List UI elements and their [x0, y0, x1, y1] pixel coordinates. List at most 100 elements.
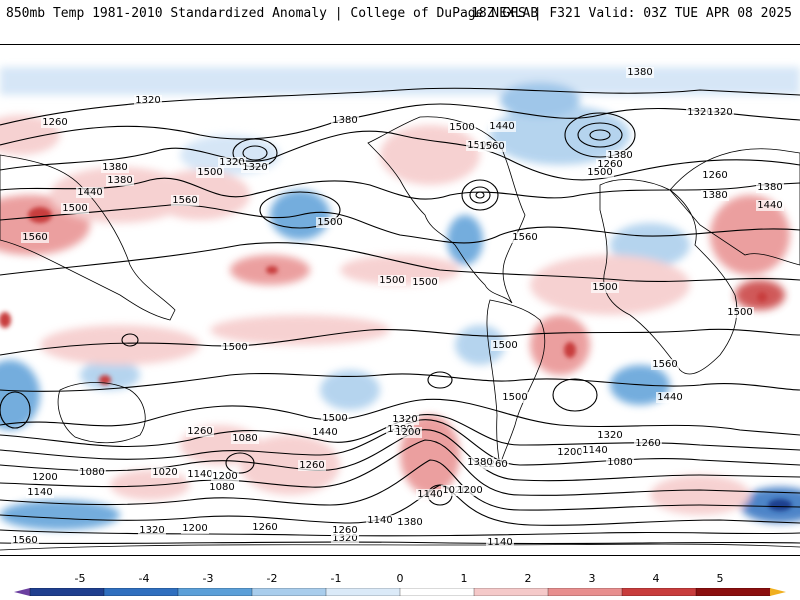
- contour-label-bg: [411, 277, 439, 288]
- colorbar-segment: [621, 588, 697, 596]
- contour-label: 1380: [397, 517, 422, 528]
- contour-label: 1080: [232, 433, 257, 444]
- contour-label: 1080: [209, 482, 234, 493]
- contour-label-bg: [316, 217, 344, 228]
- contour-label-bg: [651, 359, 679, 370]
- contour-label: 1200: [212, 471, 237, 482]
- contour-label-bg: [448, 122, 476, 133]
- contour-label: 1500: [222, 342, 247, 353]
- contour-label: 1260: [597, 159, 622, 170]
- anomaly-hotspots: [0, 207, 792, 511]
- contour-label-bg: [491, 340, 519, 351]
- contour-label: 1380: [467, 457, 492, 468]
- contour-label-bg: [501, 392, 529, 403]
- contour-label: 1140: [367, 515, 392, 526]
- contour-label: 1020: [442, 485, 467, 496]
- contour-label-bg: [396, 517, 424, 528]
- contour-label-bg: [478, 141, 506, 152]
- contour-label-bg: [581, 445, 609, 456]
- contour-label-bg: [701, 190, 729, 201]
- height-contours: [0, 87, 800, 545]
- contour-label-bg: [634, 438, 662, 449]
- contour-label: 1140: [417, 489, 442, 500]
- contour-label: 1500: [62, 203, 87, 214]
- contour-label-bg: [106, 175, 134, 186]
- colorbar-segment: [103, 588, 179, 596]
- contour-label: 1320: [219, 157, 244, 168]
- contour-label: 1080: [79, 467, 104, 478]
- contour-label-bg: [486, 537, 514, 548]
- colorbar-segment: [325, 588, 401, 596]
- contour-label: 1320: [242, 162, 267, 173]
- colorbar-tick-label: 2: [524, 572, 532, 585]
- contour-label-bg: [596, 159, 624, 170]
- map-canvas: 1320126013801440150015601320138015001560…: [0, 45, 800, 555]
- contour-label: 1500: [197, 167, 222, 178]
- contour-label-bg: [221, 342, 249, 353]
- contour-label: 1500: [592, 282, 617, 293]
- contour-label: 1260: [702, 170, 727, 181]
- anomaly-map: 1320 1260 1380 1440 1500 1560 1320 1380 1500 1560…: [0, 44, 800, 556]
- colorbar-segment: [399, 588, 475, 596]
- colorbar-tick-label: 3: [588, 572, 596, 585]
- contour-label-bg: [241, 162, 269, 173]
- contour-label-bg: [701, 170, 729, 181]
- contour-label: 1560: [479, 141, 504, 152]
- contour-label-bg: [626, 67, 654, 78]
- contour-label-bg: [391, 414, 419, 425]
- contour-label-bg: [218, 157, 246, 168]
- colorbar-max-arrow: [770, 588, 786, 596]
- contour-label: 1320: [135, 95, 160, 106]
- contour-label-bg: [181, 523, 209, 534]
- contour-label: 1380: [102, 162, 127, 173]
- contour-label: 1500: [727, 307, 752, 318]
- contour-label: 1440: [489, 121, 514, 132]
- contour-label: 1260: [482, 459, 507, 470]
- colorbar-segment: [473, 588, 549, 596]
- contour-label-bg: [456, 485, 484, 496]
- contour-label-bg: [61, 203, 89, 214]
- contour-label-bg: [298, 460, 326, 471]
- contour-label-bg: [134, 95, 162, 106]
- contour-label: 1260: [187, 426, 212, 437]
- contour-label: 1200: [557, 447, 582, 458]
- contour-label-bg: [466, 457, 494, 468]
- contour-label-bg: [41, 117, 69, 128]
- contour-label: 1380: [757, 182, 782, 193]
- contour-label: 1560: [12, 535, 37, 546]
- colorbar-tick-label: 0: [396, 572, 404, 585]
- colorbar-tick-label: -4: [138, 572, 150, 585]
- contour-label-bg: [556, 447, 584, 458]
- contour-label: 1380: [607, 150, 632, 161]
- contour-label: 1140: [187, 469, 212, 480]
- contour-label: 1320: [139, 525, 164, 536]
- contour-label-bg: [726, 307, 754, 318]
- colorbar-tick-label: 4: [652, 572, 660, 585]
- contour-label-bg: [686, 107, 714, 118]
- contour-label-bg: [441, 485, 469, 496]
- contour-label-bg: [101, 162, 129, 173]
- contour-label: 1380: [702, 190, 727, 201]
- contour-label: 1200: [457, 485, 482, 496]
- contour-label-bg: [606, 457, 634, 468]
- contour-label: 1020: [152, 467, 177, 478]
- contour-label: 1260: [332, 525, 357, 536]
- colorbar-tick-label: -3: [202, 572, 214, 585]
- contour-label-bg: [394, 427, 422, 438]
- contour-label-bg: [231, 433, 259, 444]
- contour-label-bg: [26, 487, 54, 498]
- contour-label-bg: [138, 525, 166, 536]
- contour-label: 1500: [317, 217, 342, 228]
- contour-label-bg: [366, 515, 394, 526]
- contour-label: 1320: [687, 107, 712, 118]
- contour-label-bg: [586, 167, 614, 178]
- contour-label: 1440: [757, 200, 782, 211]
- contour-label-bg: [251, 522, 279, 533]
- contour-label-bg: [596, 430, 624, 441]
- contour-label-bg: [31, 472, 59, 483]
- contour-label: 1500: [587, 167, 612, 178]
- contour-label-bg: [321, 413, 349, 424]
- colorbar-segment: [177, 588, 253, 596]
- contour-label: 1200: [182, 523, 207, 534]
- contour-label: 1440: [312, 427, 337, 438]
